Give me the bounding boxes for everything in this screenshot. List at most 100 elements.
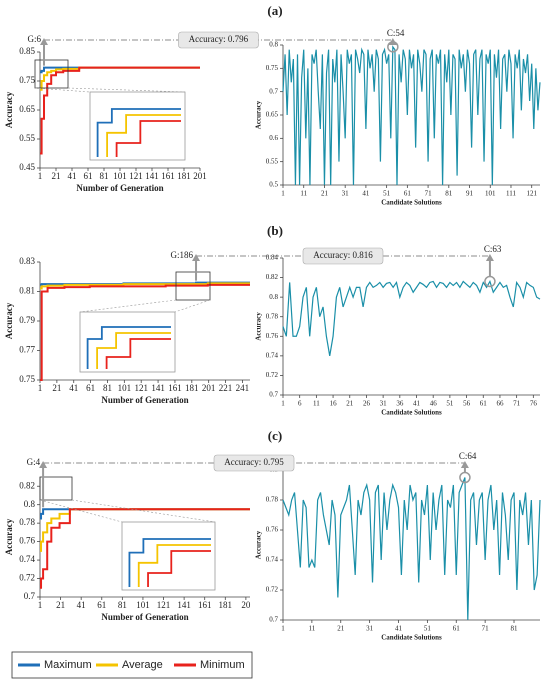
y-tick-label: 0.82 [266,273,279,281]
x-tick-label: 71 [513,400,521,408]
x-tick-label: 121 [157,600,171,610]
x-tick-label: 161 [198,600,212,610]
y-tick-label: 0.84 [266,254,279,262]
y-tick-label: 0.74 [19,554,35,564]
y-tick-label: 0.6 [269,134,278,142]
y-tick-label: 0.77 [19,345,35,355]
x-tick-label: 81 [100,171,109,181]
y-tick-label: 0.7 [269,87,278,95]
x-tick-label: 1 [38,600,43,610]
x-tick-label: 11 [313,400,320,408]
y-axis-label: Accuracy [4,518,14,555]
y-tick-label: 0.8 [269,41,278,49]
arrow-head [388,38,397,45]
x-tick-label: 76 [530,400,538,408]
x-tick-label: 11 [300,190,307,198]
x-tick-label: 6 [298,400,302,408]
y-tick-label: 0.65 [266,111,279,119]
x-tick-label: 36 [396,400,404,408]
x-tick-label: 141 [177,600,191,610]
x-tick-label: 41 [362,190,370,198]
y-tick-label: 0.7 [269,391,278,399]
legend-box [11,651,253,679]
x-tick-label: 46 [430,400,438,408]
inset-box [89,91,186,161]
y-axis-label: Accuracy [255,530,263,559]
inset-line [128,538,211,587]
zoom-box [175,271,211,301]
x-tick-label: 121 [134,383,148,393]
arrow-head [485,254,494,261]
x-tick-label: 181 [177,171,191,181]
y-tick-label: 0.75 [19,75,35,85]
accuracy-label: Accuracy: 0.795 [224,457,284,467]
x-axis-label: Number of Generation [101,395,188,405]
inset-box [79,311,176,373]
zoom-link [71,499,216,523]
inset-box [121,521,216,591]
x-tick-label: 221 [219,383,233,393]
x-tick-label: 61 [97,600,106,610]
x-tick-label: 21 [52,171,61,181]
x-axis-label: Candidate Solutions [381,634,442,642]
y-axis-label: Accuracy [4,91,14,128]
zoom-link [34,87,91,93]
inset-line [96,108,181,157]
accuracy-label: Accuracy: 0.796 [189,34,249,44]
legend-label: Average [122,659,163,671]
inset-line [106,114,181,157]
x-tick-label: 181 [185,383,199,393]
x-tick-label: 101 [118,383,132,393]
y-tick-label: 0.78 [266,496,279,504]
series-line [40,508,250,589]
x-tick-label: 20 [241,600,251,610]
x-tick-label: 51 [383,190,391,198]
x-tick-label: 241 [236,383,250,393]
panel-title: (a) [267,3,282,18]
x-tick-label: 41 [68,171,77,181]
x-tick-label: 41 [77,600,86,610]
x-tick-label: 16 [330,400,338,408]
candidate-label: C:54 [387,28,405,38]
x-tick-label: 31 [366,625,374,633]
y-tick-label: 0.75 [19,374,35,384]
x-tick-label: 1 [281,190,285,198]
x-tick-label: 71 [482,625,490,633]
candidate-label: C:64 [459,451,477,461]
candidate-label: C:63 [484,244,502,254]
y-tick-label: 0.78 [266,312,279,320]
y-tick-label: 0.72 [19,573,35,583]
y-tick-label: 0.82 [19,480,35,490]
x-tick-label: 111 [506,190,516,198]
x-tick-label: 181 [219,600,233,610]
y-tick-label: 0.81 [19,286,35,296]
x-tick-label: 91 [466,190,474,198]
inset-line [147,550,211,587]
panel-title: (c) [268,428,282,443]
x-tick-label: 141 [145,171,159,181]
y-tick-label: 0.85 [19,46,35,56]
x-tick-label: 201 [202,383,216,393]
x-tick-label: 51 [446,400,454,408]
x-tick-label: 41 [69,383,78,393]
y-tick-label: 0.72 [266,586,279,594]
x-tick-label: 21 [337,625,345,633]
accuracy-box [302,247,384,265]
y-tick-label: 0.72 [266,371,279,379]
x-tick-label: 81 [511,625,519,633]
x-tick-label: 71 [425,190,433,198]
x-tick-label: 201 [193,171,207,181]
y-tick-label: 0.8 [269,293,278,301]
x-tick-label: 11 [309,625,316,633]
y-tick-label: 0.76 [19,536,35,546]
x-tick-label: 121 [526,190,537,198]
generation-label: G:186 [171,250,194,260]
arrow-head [40,38,48,45]
accuracy-box [213,454,295,472]
y-axis-label: Accuracy [255,100,263,129]
y-axis-label: Accuracy [4,302,14,339]
x-tick-label: 81 [118,600,127,610]
y-tick-label: 0.7 [24,591,36,601]
x-tick-label: 21 [56,600,65,610]
arrow-head [192,254,201,261]
